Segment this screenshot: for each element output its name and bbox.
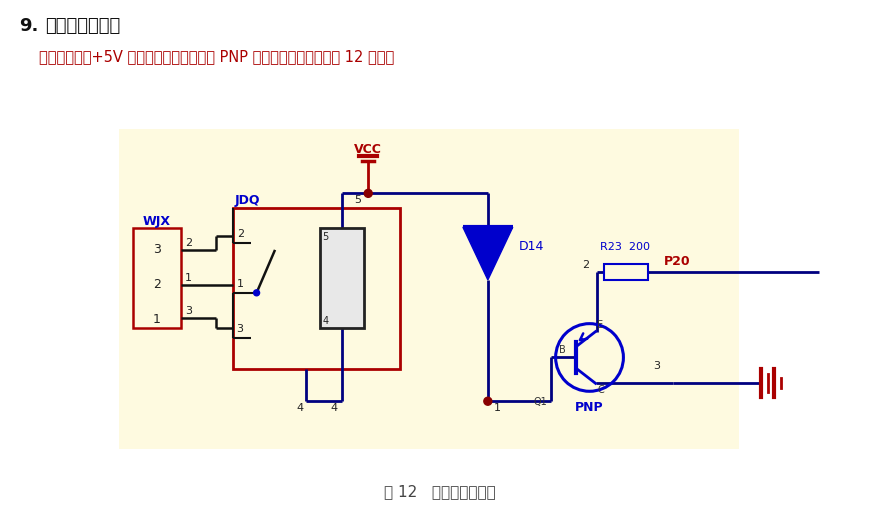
Text: 3: 3 — [237, 324, 243, 333]
Text: 4: 4 — [296, 403, 303, 413]
Text: 1: 1 — [184, 273, 191, 283]
Text: 3: 3 — [153, 243, 160, 256]
Text: 9.: 9. — [19, 17, 39, 35]
Text: R23  200: R23 200 — [600, 242, 650, 252]
Circle shape — [483, 397, 491, 405]
Text: 2: 2 — [184, 238, 192, 248]
Text: 3: 3 — [184, 306, 191, 316]
Text: JDQ: JDQ — [234, 194, 260, 207]
Text: 图 12   继电器模块电路: 图 12 继电器模块电路 — [383, 484, 496, 499]
Text: E: E — [597, 320, 602, 330]
Polygon shape — [462, 227, 512, 280]
Bar — [132, 228, 181, 328]
Bar — [603, 264, 647, 280]
Text: 2: 2 — [153, 278, 160, 291]
Text: PNP: PNP — [574, 401, 603, 414]
Bar — [119, 129, 738, 449]
Text: Q1: Q1 — [533, 397, 547, 407]
Text: 5: 5 — [353, 195, 360, 205]
Circle shape — [253, 290, 260, 296]
Text: VCC: VCC — [354, 143, 381, 156]
Text: 1: 1 — [237, 279, 243, 289]
Text: B: B — [559, 344, 565, 355]
Text: 5: 5 — [322, 232, 328, 242]
Text: 4: 4 — [322, 316, 328, 326]
Text: WJX: WJX — [143, 215, 171, 228]
Text: 1: 1 — [153, 313, 160, 326]
Bar — [320, 228, 364, 328]
Text: 该实验板上的+5V 单路继电器也是由一个 PNP 三极管驱动，电路如图 12 所示。: 该实验板上的+5V 单路继电器也是由一个 PNP 三极管驱动，电路如图 12 所… — [39, 49, 394, 64]
Bar — [232, 208, 400, 370]
Text: C: C — [597, 385, 603, 396]
Text: 2: 2 — [237, 229, 244, 239]
Circle shape — [364, 189, 372, 197]
Text: D14: D14 — [518, 239, 544, 253]
Text: 4: 4 — [330, 403, 337, 413]
Text: 继电器模块电路: 继电器模块电路 — [46, 17, 120, 35]
Text: 2: 2 — [581, 260, 589, 270]
Text: 1: 1 — [493, 403, 500, 413]
Text: P20: P20 — [664, 255, 690, 268]
Text: 3: 3 — [652, 361, 660, 371]
